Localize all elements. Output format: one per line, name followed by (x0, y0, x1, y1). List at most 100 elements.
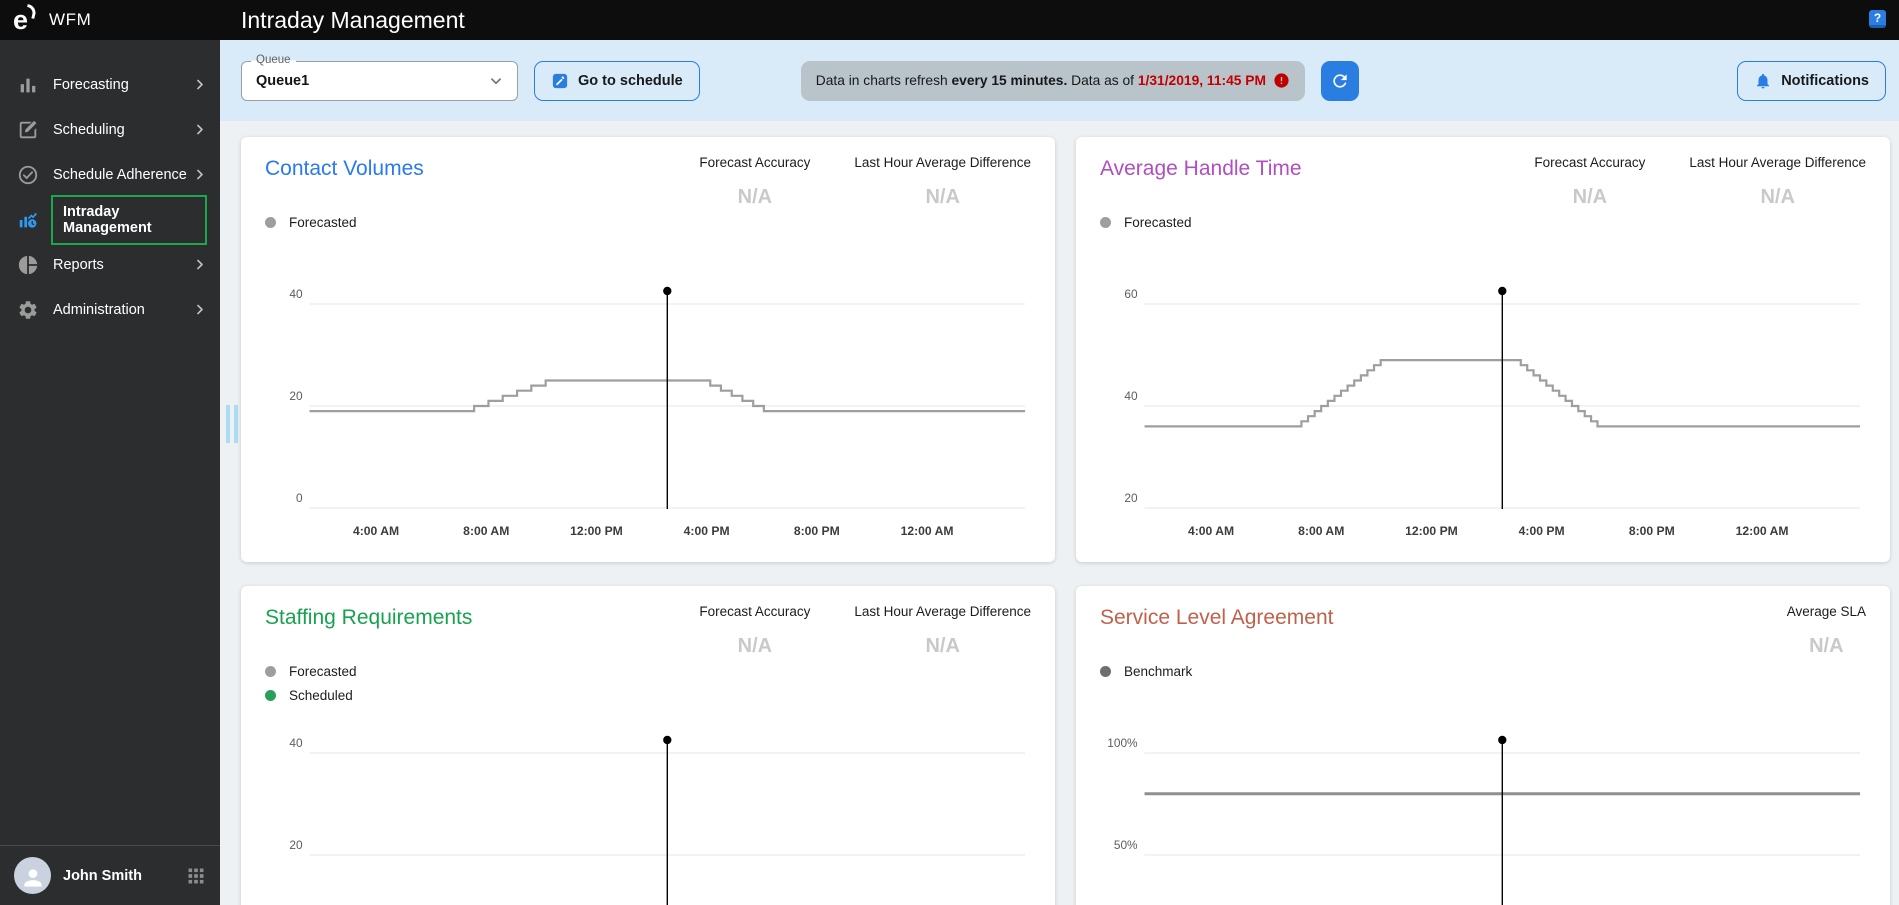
refresh-button[interactable] (1320, 60, 1359, 101)
y-axis-label: 20 (289, 389, 303, 403)
x-axis-label: 4:00 AM (1188, 524, 1234, 538)
banner-text: Data in charts refresh (815, 73, 952, 88)
metric-value: N/A (1760, 186, 1795, 208)
chart-contact-volumes: 40 20 0 4:00 AM 8:00 AM 12:00 PM 4:00 PM 8:00 P… (289, 286, 1026, 538)
y-axis-label: 60 (1124, 287, 1138, 301)
legend-item-benchmark: Benchmark (1100, 664, 1866, 679)
x-axis-label: 12:00 PM (570, 524, 623, 538)
y-axis-label: 40 (1124, 389, 1138, 403)
x-axis-label: 12:00 PM (1405, 524, 1458, 538)
panel-resize-handle[interactable] (226, 405, 238, 443)
sidebar-item-reports[interactable]: Reports (0, 242, 220, 287)
cards-grid: Contact Volumes Forecast Accuracy N/A Last … (241, 137, 1890, 905)
legend-item-forecasted: Forecasted (265, 664, 1031, 679)
sidebar-item-label: Schedule Adherence (53, 166, 187, 183)
y-axis-label: 50% (1114, 838, 1138, 852)
gear-icon (17, 299, 39, 321)
go-to-schedule-label: Go to schedule (578, 72, 683, 89)
go-to-schedule-button[interactable]: Go to schedule (534, 60, 700, 101)
metric-label: Forecast Accuracy (699, 155, 811, 170)
legend-dot (1100, 666, 1111, 677)
chevron-right-icon (192, 122, 207, 137)
chevron-right-icon (192, 77, 207, 92)
sidebar-item-scheduling[interactable]: Scheduling (0, 107, 220, 152)
x-axis-label: 12:00 AM (901, 524, 954, 538)
card-service-level-agreement: Service Level Agreement Average SLA N/A Ben… (1076, 586, 1890, 905)
card-title: Service Level Agreement (1100, 606, 1334, 629)
sidebar-item-forecasting[interactable]: Forecasting (0, 62, 220, 107)
toolbar: Queue Queue1 Go to schedule Data in char… (220, 40, 1899, 121)
queue-select-label: Queue (251, 53, 296, 67)
metric-value: N/A (737, 635, 773, 657)
sidebar-item-label: Scheduling (53, 121, 125, 138)
main-content: Contact Volumes Forecast Accuracy N/A Last … (220, 121, 1899, 905)
card-header: Contact Volumes Forecast Accuracy N/A Last … (265, 155, 1031, 209)
x-axis-label: 4:00 AM (353, 524, 399, 538)
banner-text-2: Data as of (1067, 73, 1138, 88)
metric-forecast-accuracy: Forecast Accuracy N/A (699, 604, 810, 658)
time-marker-dot (1498, 735, 1507, 745)
apps-grid-icon[interactable] (186, 866, 206, 886)
chevron-right-icon (192, 257, 207, 272)
metric-value: N/A (1809, 635, 1844, 657)
metric-last-hour-average-difference: Last Hour Average Difference N/A (1689, 155, 1866, 209)
card-title: Average Handle Time (1100, 157, 1302, 180)
y-axis-label: 40 (289, 736, 303, 750)
y-axis-label: 100% (1107, 736, 1138, 750)
metric-value: N/A (737, 186, 773, 208)
legend-item-forecasted: Forecasted (265, 215, 1031, 230)
card-metrics: Forecast Accuracy N/A Last Hour Average Di… (1534, 155, 1866, 209)
card-header: Staffing Requirements Forecast Accuracy N/… (265, 604, 1031, 658)
x-axis-label: 8:00 PM (1629, 524, 1675, 538)
chart-legend: Benchmark (1100, 664, 1866, 728)
legend-label: Forecasted (289, 664, 357, 679)
user-section[interactable]: John Smith (0, 845, 220, 905)
metric-forecast-accuracy: Forecast Accuracy N/A (699, 155, 810, 209)
brand-name: WFM (49, 10, 92, 29)
legend-label: Scheduled (289, 688, 353, 703)
refresh-icon (1330, 71, 1350, 91)
card-metrics: Forecast Accuracy N/A Last Hour Average Di… (699, 604, 1031, 658)
metric-value: N/A (925, 635, 960, 657)
card-metrics: Forecast Accuracy N/A Last Hour Average Di… (699, 155, 1031, 209)
chart-legend: Forecasted Scheduled (265, 664, 1031, 728)
intraday-icon (17, 209, 39, 231)
x-axis-label: 4:00 PM (684, 524, 730, 538)
notifications-button[interactable]: Notifications (1737, 60, 1886, 101)
user-name: John Smith (63, 867, 142, 884)
queue-select[interactable]: Queue Queue1 (241, 53, 518, 101)
brand-logo-icon: e (13, 4, 29, 35)
metric-value: N/A (925, 186, 960, 208)
y-axis-label: 20 (289, 838, 303, 852)
legend-dot (265, 666, 276, 677)
edit-box-icon (17, 119, 39, 141)
y-axis-label: 40 (289, 287, 303, 301)
bell-icon (1754, 72, 1772, 90)
help-icon[interactable]: ? (1869, 10, 1886, 28)
chart-legend: Forecasted (1100, 215, 1866, 279)
sidebar-item-schedule-adherence[interactable]: Schedule Adherence (0, 152, 220, 197)
metric-average-sla: Average SLA N/A (1787, 604, 1866, 658)
sidebar-item-intraday-management[interactable]: Intraday Management (0, 194, 220, 245)
check-circle-icon (17, 164, 39, 186)
banner-interval: every 15 minutes. (951, 73, 1068, 88)
forecasted-line (309, 379, 1026, 413)
sidebar-nav: Forecasting Scheduling Schedule Adherence I… (0, 62, 220, 332)
metric-label: Last Hour Average Difference (854, 604, 1031, 619)
chevron-right-icon (192, 167, 207, 182)
chevron-down-icon (487, 72, 505, 90)
sidebar-item-label: Forecasting (53, 76, 129, 93)
bar-chart-icon (17, 74, 39, 96)
legend-item-forecasted: Forecasted (1100, 215, 1866, 230)
pie-chart-icon (17, 254, 39, 276)
notifications-label: Notifications (1781, 72, 1869, 89)
metric-label: Last Hour Average Difference (1689, 155, 1866, 170)
card-average-handle-time: Average Handle Time Forecast Accuracy N/A L… (1076, 137, 1890, 562)
metric-label: Forecast Accuracy (1534, 155, 1646, 170)
banner-timestamp: 1/31/2019, 11:45 PM (1137, 73, 1266, 88)
sidebar-item-administration[interactable]: Administration (0, 287, 220, 332)
metric-last-hour-average-difference: Last Hour Average Difference N/A (854, 604, 1031, 658)
metric-last-hour-average-difference: Last Hour Average Difference N/A (854, 155, 1031, 209)
chart-legend: Forecasted (265, 215, 1031, 279)
